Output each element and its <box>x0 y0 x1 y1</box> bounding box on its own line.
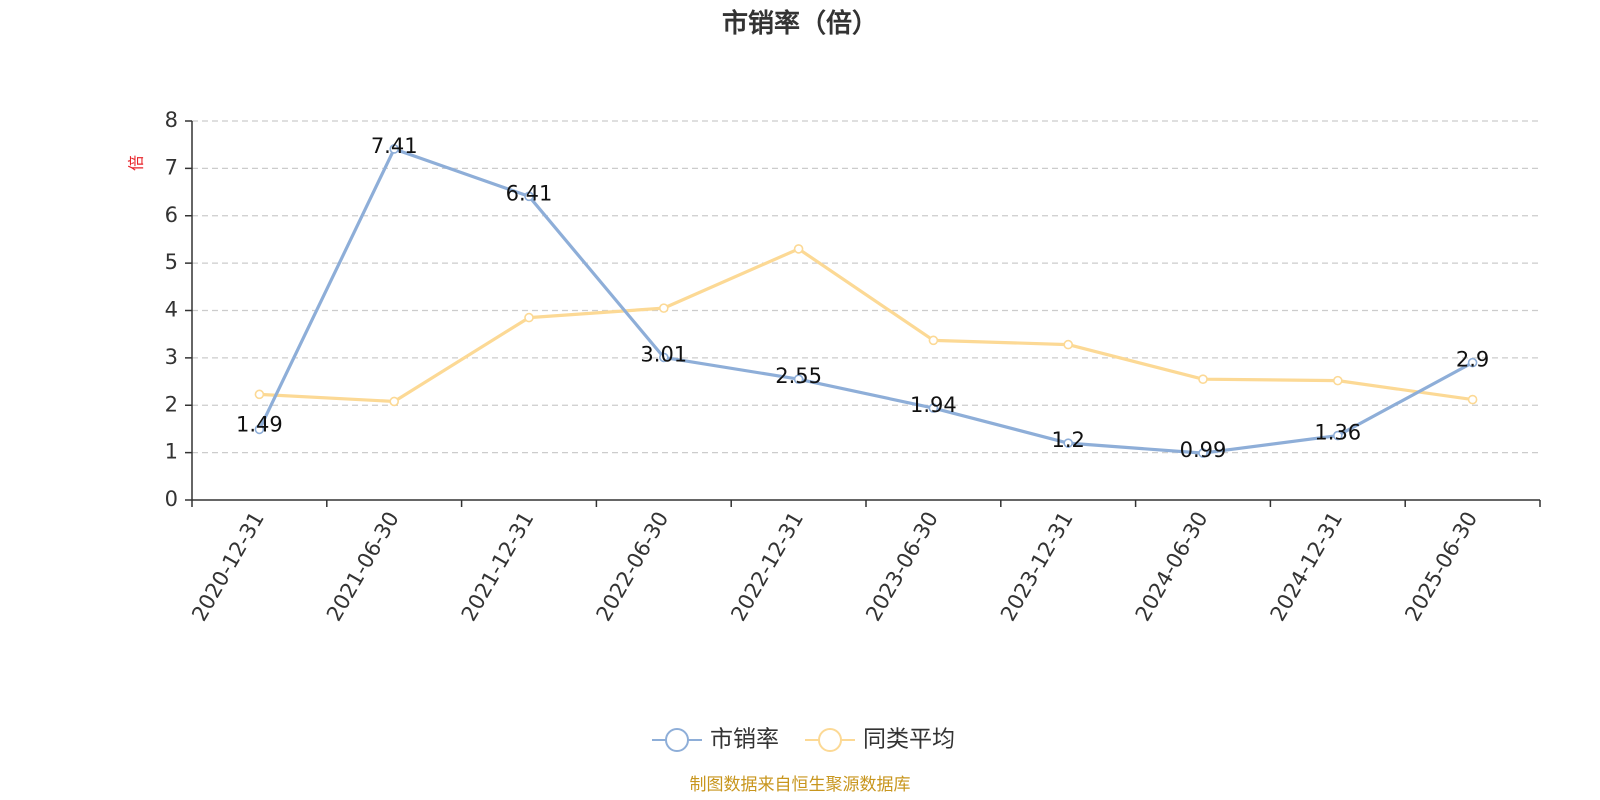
y-tick-label: 3 <box>165 345 178 369</box>
data-point <box>1063 438 1073 448</box>
data-point <box>658 352 669 363</box>
data-point <box>658 303 669 313</box>
data-point <box>254 424 265 435</box>
data-label: 0.99 <box>1180 438 1227 462</box>
data-label: 2.55 <box>775 364 822 388</box>
x-tick-labels: 2020-12-31 2021-06-30 2021-12-31 2022-06-30… <box>187 508 1482 626</box>
x-tick-label: 2021-06-30 <box>322 508 404 626</box>
axes <box>185 120 1541 507</box>
y-tick-labels: 0 1 2 3 4 5 6 7 8 <box>165 108 178 511</box>
x-tick-label: 2023-12-31 <box>996 508 1078 626</box>
legend[interactable]: 市销率 同类平均 <box>652 727 955 753</box>
x-tick-label: 2024-06-30 <box>1131 508 1213 626</box>
y-tick-label: 6 <box>165 203 178 227</box>
data-label: 3.01 <box>640 342 687 366</box>
data-point <box>1467 394 1478 405</box>
data-label: 6.41 <box>506 181 553 205</box>
y-tick-label: 8 <box>165 108 178 132</box>
data-point <box>1467 357 1478 368</box>
x-tick-label: 2022-12-31 <box>726 508 808 626</box>
data-point <box>928 403 939 413</box>
y-tick-label: 5 <box>165 250 178 274</box>
y-tick-label: 0 <box>165 487 178 511</box>
data-point <box>1198 448 1208 458</box>
chart-title: 市销率（倍） <box>722 8 878 39</box>
y-tick-label: 2 <box>165 392 178 416</box>
data-point <box>928 335 939 346</box>
legend-item-0[interactable]: 市销率 <box>652 727 779 753</box>
data-point <box>524 191 534 202</box>
data-label: 1.36 <box>1314 421 1361 445</box>
x-tick-label: 2022-06-30 <box>592 508 674 626</box>
x-tick-label: 2021-12-31 <box>457 508 539 626</box>
data-point <box>524 312 534 323</box>
legend-label: 同类平均 <box>863 727 955 753</box>
y-tick-label: 1 <box>165 440 178 464</box>
x-tick-label: 2024-12-31 <box>1266 508 1348 626</box>
data-label: 7.41 <box>371 134 418 158</box>
gridlines <box>192 120 1540 454</box>
data-point <box>1063 339 1073 350</box>
y-tick-label: 7 <box>165 155 178 179</box>
data-point <box>254 389 265 400</box>
y-tick-label: 4 <box>165 298 178 322</box>
data-label: 2.9 <box>1456 348 1489 372</box>
data-point <box>389 144 400 154</box>
data-point <box>389 396 400 407</box>
legend-marker <box>818 728 842 752</box>
legend-marker <box>665 728 689 752</box>
data-label: 1.94 <box>910 393 957 417</box>
data-labels: 1.49 7.41 6.41 3.01 2.55 1.94 1.2 0.99 1.36 2.9 <box>236 134 1489 462</box>
data-label: 1.2 <box>1051 428 1084 452</box>
data-label: 1.49 <box>236 412 283 436</box>
data-point <box>1333 430 1343 441</box>
series-line-1 <box>257 247 1475 404</box>
x-tick-label: 2020-12-31 <box>187 508 269 626</box>
data-point <box>1198 374 1208 384</box>
x-tick-label: 2023-06-30 <box>861 508 943 626</box>
y-axis-label: 倍 <box>127 155 146 171</box>
data-point <box>793 244 804 254</box>
series-lines <box>254 144 1478 458</box>
legend-label: 市销率 <box>710 727 779 753</box>
data-point <box>793 374 804 384</box>
legend-item-1[interactable]: 同类平均 <box>805 727 955 753</box>
x-tick-label: 2025-06-30 <box>1400 508 1482 626</box>
data-point <box>1333 375 1343 386</box>
series-line-0 <box>257 147 1475 455</box>
source-note: 制图数据来自恒生聚源数据库 <box>690 775 911 795</box>
